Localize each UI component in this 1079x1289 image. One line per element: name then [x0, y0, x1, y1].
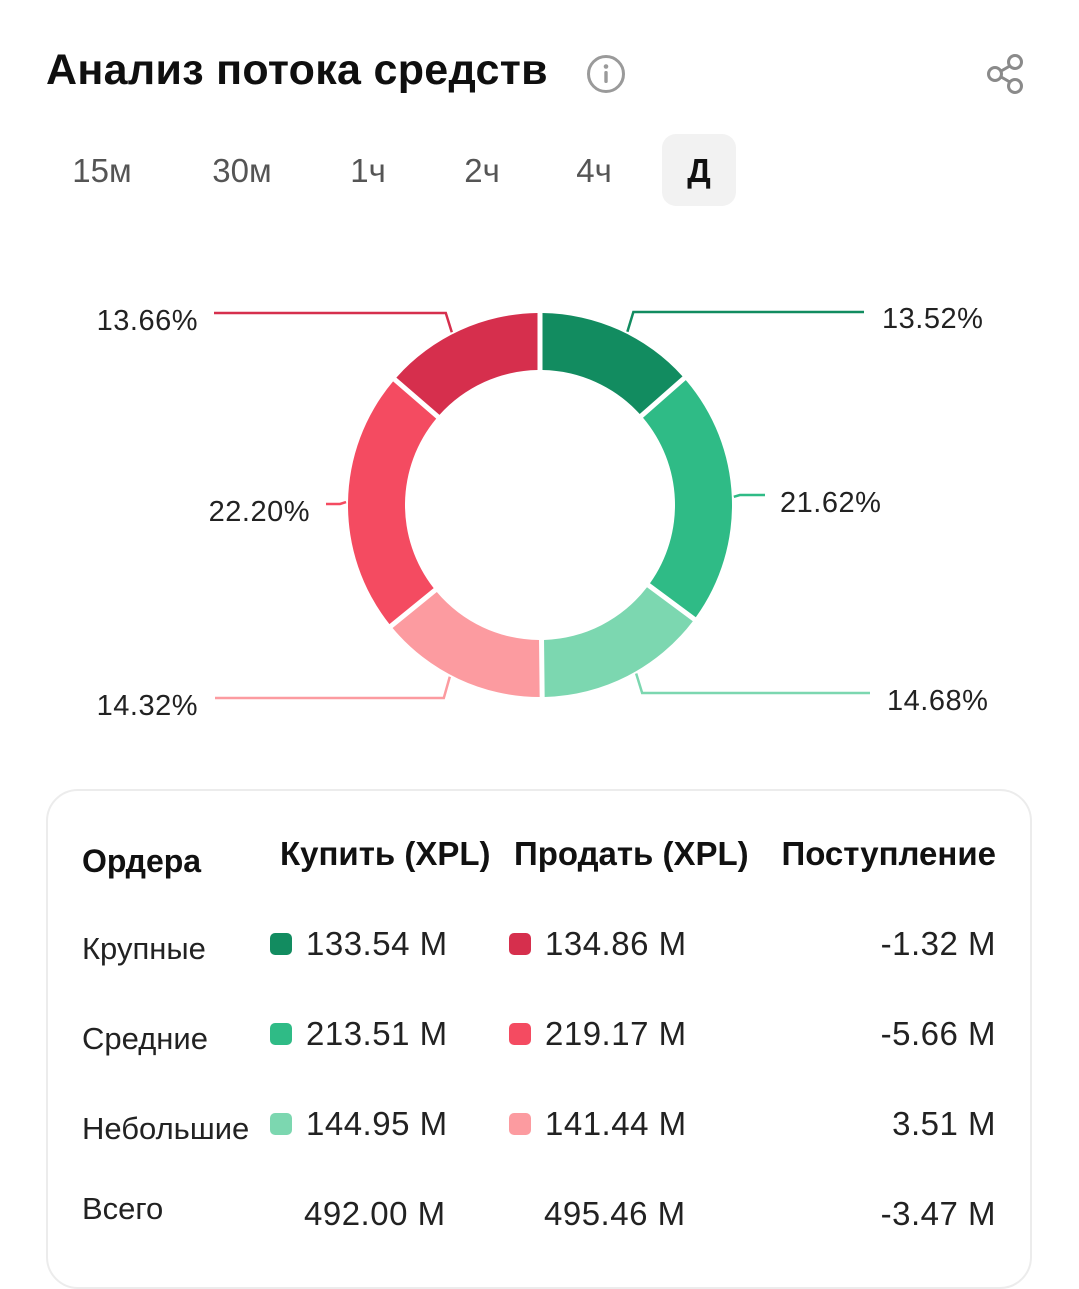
leader-line-6	[214, 311, 453, 333]
header-buy: Купить (XPL)	[280, 835, 491, 872]
sell-medium-value: 219.17 M	[545, 1015, 687, 1052]
slice-label-3: 14.68%	[887, 685, 988, 717]
sell-total-value: 495.46 M	[544, 1195, 686, 1232]
leader-line-5	[326, 500, 347, 506]
leader-line-2	[733, 493, 765, 499]
header-inflow: Поступление	[781, 835, 996, 872]
orders-table: Ордера Купить (XPL) Продать (XPL) Поступ…	[46, 789, 1032, 1289]
sell-large-swatch	[509, 933, 531, 955]
sell-small-value: 141.44 M	[545, 1105, 687, 1142]
buy-large-swatch	[270, 933, 292, 955]
donut-slice-1	[542, 313, 683, 414]
fund-flow-donut-chart: 13.52% 21.62% 14.68% 14.32% 22.20% 13.66%	[0, 240, 1079, 760]
header-sell: Продать (XPL)	[514, 835, 749, 872]
donut-slice-2	[643, 380, 732, 618]
share-icon[interactable]	[984, 52, 1028, 96]
inflow-medium-value: -5.66 M	[880, 1015, 996, 1052]
sell-large-value: 134.86 M	[545, 925, 687, 962]
slice-label-4: 14.32%	[97, 690, 198, 722]
buy-small-value: 144.95 M	[306, 1105, 448, 1142]
buy-large-value: 133.54 M	[306, 925, 448, 962]
row-label-total: Всего	[82, 1191, 164, 1226]
buy-total-value: 492.00 M	[304, 1195, 446, 1232]
buy-medium-value: 213.51 M	[306, 1015, 448, 1052]
sell-small-swatch	[509, 1113, 531, 1135]
inflow-small-value: 3.51 M	[892, 1105, 996, 1142]
row-label-medium: Средние	[82, 1021, 208, 1056]
timeframe-tabs: 15м 30м 1ч 2ч 4ч Д	[46, 134, 746, 206]
leader-line-4	[215, 676, 452, 700]
page-title: Анализ потока средств	[46, 46, 548, 94]
inflow-total-value: -3.47 M	[880, 1195, 996, 1232]
tab-2h[interactable]: 2ч	[464, 152, 500, 189]
inflow-large-value: -1.32 M	[880, 925, 996, 962]
leader-line-1	[626, 310, 864, 333]
slice-label-5: 22.20%	[209, 496, 310, 528]
donut-slice-3	[544, 587, 693, 697]
donut-svg: 13.52% 21.62% 14.68% 14.32% 22.20% 13.66%	[97, 303, 988, 722]
tab-1h[interactable]: 1ч	[350, 152, 386, 189]
slice-label-2: 21.62%	[780, 487, 881, 519]
row-label-small: Небольшие	[82, 1111, 250, 1146]
leader-line-3	[634, 673, 870, 695]
info-icon[interactable]	[586, 54, 626, 94]
buy-medium-swatch	[270, 1023, 292, 1045]
donut-slice-5	[347, 381, 437, 625]
tab-15m[interactable]: 15м	[72, 152, 132, 189]
header-orders: Ордера	[82, 843, 202, 879]
header: Анализ потока средств	[46, 42, 1036, 106]
sell-medium-swatch	[509, 1023, 531, 1045]
buy-small-swatch	[270, 1113, 292, 1135]
donut-slice-4	[392, 592, 540, 697]
tab-30m[interactable]: 30м	[212, 152, 272, 189]
slice-label-1: 13.52%	[882, 303, 983, 335]
donut-slice-6	[396, 313, 538, 415]
tab-4h[interactable]: 4ч	[576, 152, 612, 189]
tab-day[interactable]: Д	[662, 134, 736, 206]
slice-label-6: 13.66%	[97, 305, 198, 337]
row-label-large: Крупные	[82, 931, 206, 966]
